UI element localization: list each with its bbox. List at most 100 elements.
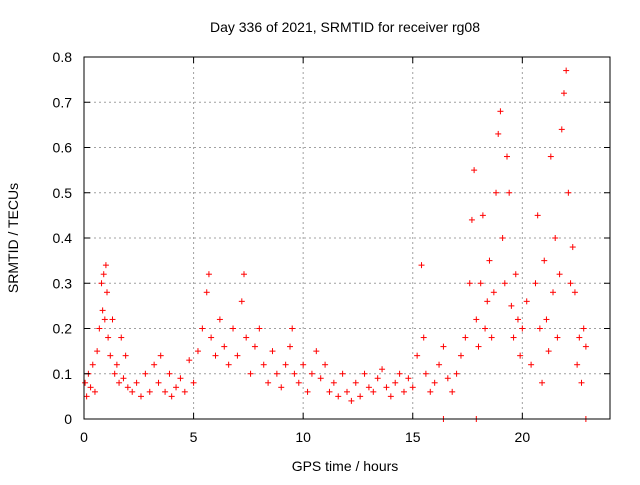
data-point [247, 370, 254, 377]
data-point [484, 298, 491, 305]
data-point [87, 384, 94, 391]
y-tick-label: 0.3 [53, 275, 73, 291]
data-point [499, 235, 506, 241]
data-point [142, 370, 149, 377]
data-point [129, 388, 136, 395]
data-point [205, 271, 212, 278]
data-point [365, 384, 372, 391]
data-point [199, 325, 206, 332]
data-point [313, 348, 320, 355]
data-point [392, 379, 399, 386]
data-point [457, 352, 464, 359]
data-point [133, 379, 140, 386]
data-point [449, 388, 456, 395]
data-point [120, 375, 127, 382]
data-point [512, 271, 519, 278]
y-tick-label: 0.2 [53, 321, 73, 337]
data-point [418, 262, 425, 269]
data-point [162, 388, 169, 395]
data-point [357, 393, 364, 400]
data-point [344, 388, 350, 395]
data-point [118, 334, 125, 341]
data-point [287, 343, 294, 350]
data-point [295, 379, 302, 386]
data-point [405, 375, 412, 382]
data-point [409, 384, 416, 391]
data-point [109, 316, 116, 323]
data-point [105, 334, 112, 341]
data-point [104, 289, 111, 296]
data-point [554, 334, 561, 341]
data-point [479, 212, 486, 219]
data-point [304, 388, 311, 395]
data-point [240, 271, 247, 278]
data-point [444, 375, 451, 382]
data-point [113, 361, 120, 368]
data-point [173, 384, 180, 391]
data-point [122, 352, 129, 359]
data-point [567, 280, 574, 287]
data-point [490, 289, 497, 296]
data-point [493, 189, 500, 196]
data-point [308, 370, 315, 377]
data-point [569, 244, 576, 251]
x-tick-label: 20 [515, 429, 531, 445]
data-points-layer [82, 67, 589, 422]
data-point [256, 325, 263, 332]
data-point [556, 271, 563, 278]
data-point [317, 375, 324, 382]
data-point [517, 352, 524, 359]
data-point [462, 334, 469, 341]
data-point [523, 298, 530, 305]
data-point [565, 189, 572, 196]
data-point [230, 325, 237, 332]
data-point [508, 302, 515, 309]
data-point [100, 271, 107, 278]
chart-title: Day 336 of 2021, SRMTID for receiver rg0… [210, 19, 480, 35]
x-tick-label: 5 [190, 429, 198, 445]
data-point [212, 352, 219, 359]
data-point [501, 280, 508, 287]
data-point [552, 235, 559, 241]
data-point [265, 379, 272, 386]
data-point [234, 352, 241, 359]
data-point [558, 126, 565, 133]
data-point [466, 280, 473, 287]
data-point [563, 67, 570, 74]
data-point [94, 348, 101, 355]
data-point [260, 361, 267, 368]
data-point [503, 153, 510, 160]
y-tick-label: 0.5 [53, 185, 73, 201]
data-point [374, 375, 381, 382]
data-point [550, 289, 557, 296]
data-point [519, 325, 526, 332]
y-axis-label: SRMTID / TECUs [5, 183, 21, 293]
data-point [83, 393, 90, 400]
grid-layer [84, 57, 610, 419]
data-point [289, 325, 296, 332]
y-tick-label: 0.4 [53, 230, 73, 246]
data-point [547, 153, 554, 160]
data-point [361, 370, 368, 377]
x-axis-label: GPS time / hours [292, 458, 399, 474]
data-point [273, 370, 280, 377]
data-point [282, 361, 289, 368]
data-point [473, 316, 480, 323]
data-point [536, 325, 543, 332]
data-point [278, 384, 285, 391]
data-point [510, 334, 517, 341]
data-point [300, 361, 307, 368]
x-tick-label: 0 [80, 429, 88, 445]
data-point [137, 393, 144, 400]
data-point [468, 216, 475, 223]
data-point [194, 348, 201, 355]
data-point [238, 298, 245, 305]
data-point [326, 388, 333, 395]
data-point [216, 316, 223, 323]
data-point [422, 370, 429, 377]
y-tick-label: 0.8 [53, 49, 73, 65]
data-point [186, 357, 193, 364]
data-point [582, 343, 589, 350]
